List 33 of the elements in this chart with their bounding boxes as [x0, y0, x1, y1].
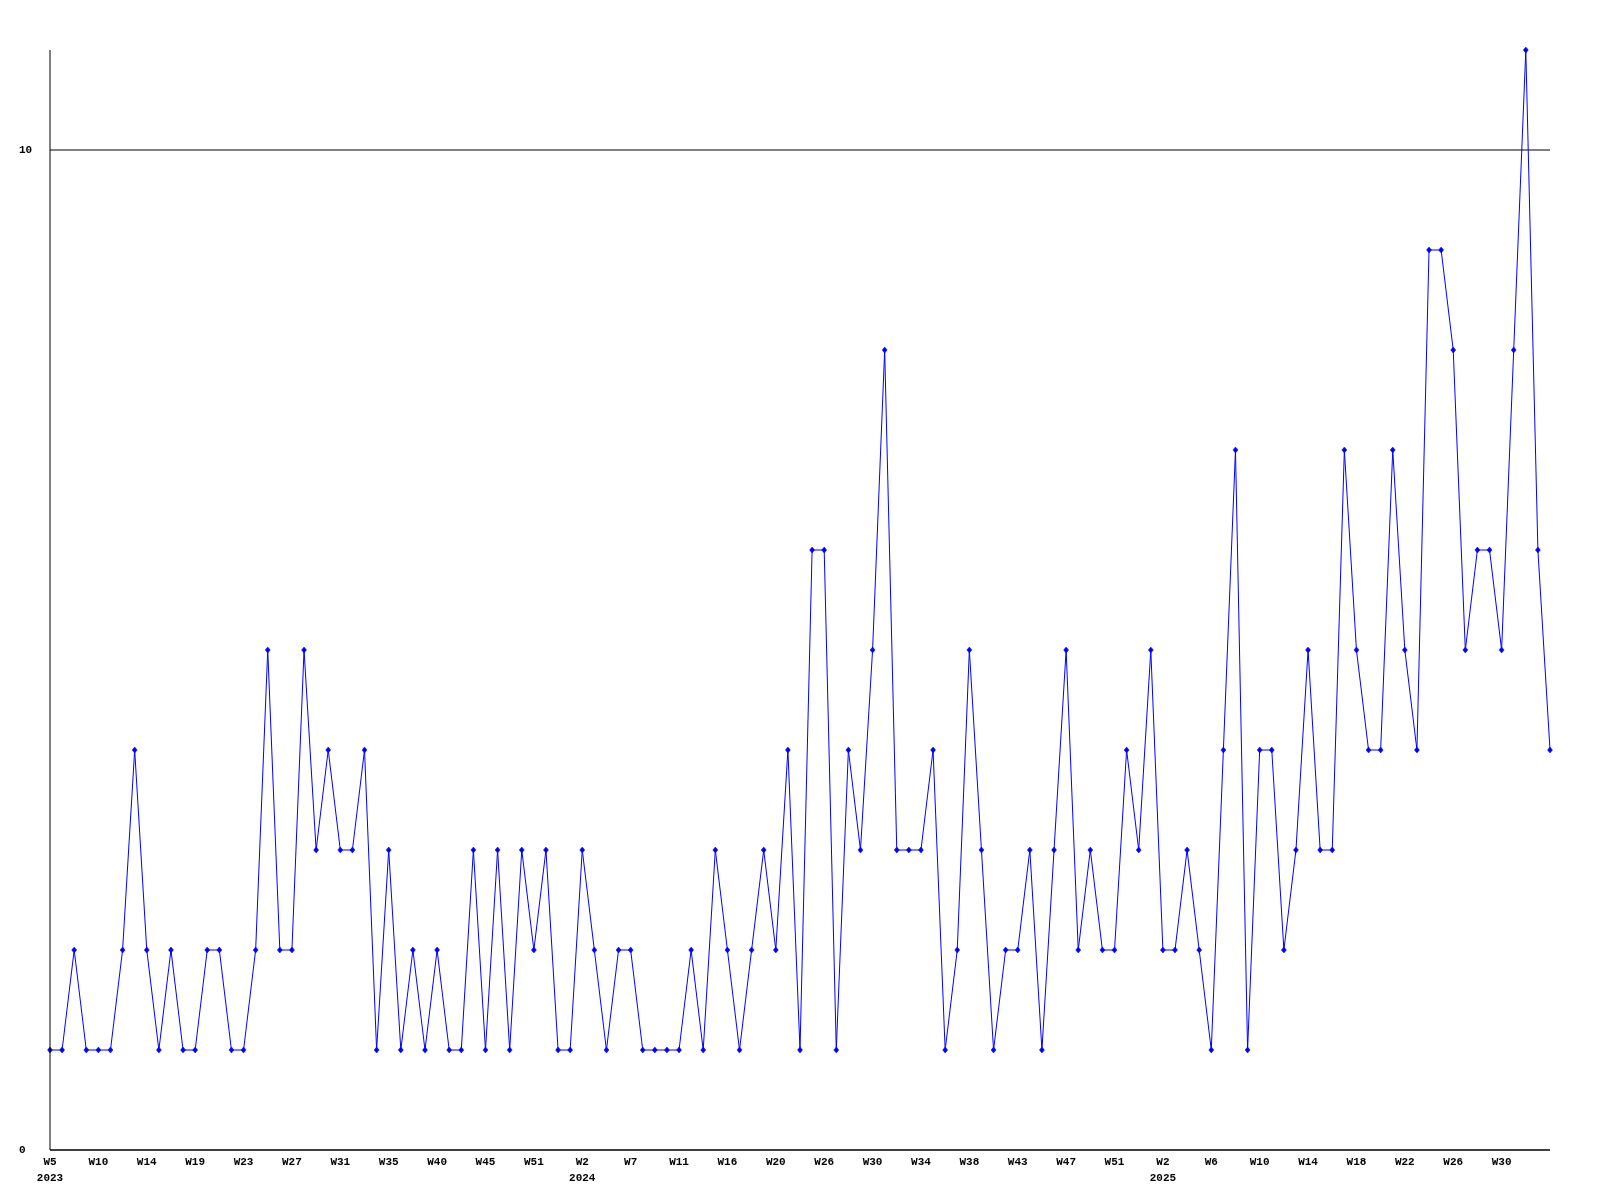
x-tick-label: W26 [814, 1156, 835, 1168]
x-tick-label: W47 [1056, 1156, 1077, 1168]
x-tick-label: W10 [88, 1156, 109, 1168]
x-tick-label: W23 [233, 1156, 254, 1168]
x-tick-label: W10 [1249, 1156, 1270, 1168]
x-tick-label: W43 [1007, 1156, 1029, 1168]
x-tick-label: W20 [765, 1156, 786, 1168]
x-tick-label: W35 [378, 1156, 400, 1168]
x-tick-label: W7 [624, 1156, 638, 1168]
x-tick-label: W30 [862, 1156, 883, 1168]
x-tick-label: W18 [1346, 1156, 1367, 1168]
x-tick-label: W34 [911, 1156, 932, 1168]
x-tick-label: W22 [1394, 1156, 1415, 1168]
x-tick-label: W2 2024 [569, 1156, 596, 1184]
x-tick-label: W14 [1298, 1156, 1319, 1168]
x-tick-label: W19 [185, 1156, 206, 1168]
x-tick-label: W45 [475, 1156, 496, 1168]
x-tick-label: W51 [1104, 1156, 1125, 1168]
x-tick-label: W27 [282, 1156, 302, 1168]
x-tick-label: W51 [523, 1156, 545, 1168]
x-tick-label: W2 2025 [1149, 1156, 1177, 1184]
x-tick-label: W38 [959, 1156, 980, 1168]
x-tick-label: W26 [1443, 1156, 1464, 1168]
x-tick-label: W31 [330, 1156, 351, 1168]
x-tick-label: W14 [136, 1156, 158, 1168]
x-tick-label: W16 [717, 1156, 738, 1168]
x-tick-label: W30 [1491, 1156, 1512, 1168]
x-tick-label: W11 [669, 1156, 690, 1168]
x-tick-label: W40 [427, 1156, 447, 1168]
x-tick-label: W5 2023 [36, 1156, 64, 1184]
y-tick-label: 10 [19, 143, 33, 156]
y-tick-label: 0 [19, 1143, 26, 1156]
x-tick-label: W6 [1204, 1156, 1218, 1168]
